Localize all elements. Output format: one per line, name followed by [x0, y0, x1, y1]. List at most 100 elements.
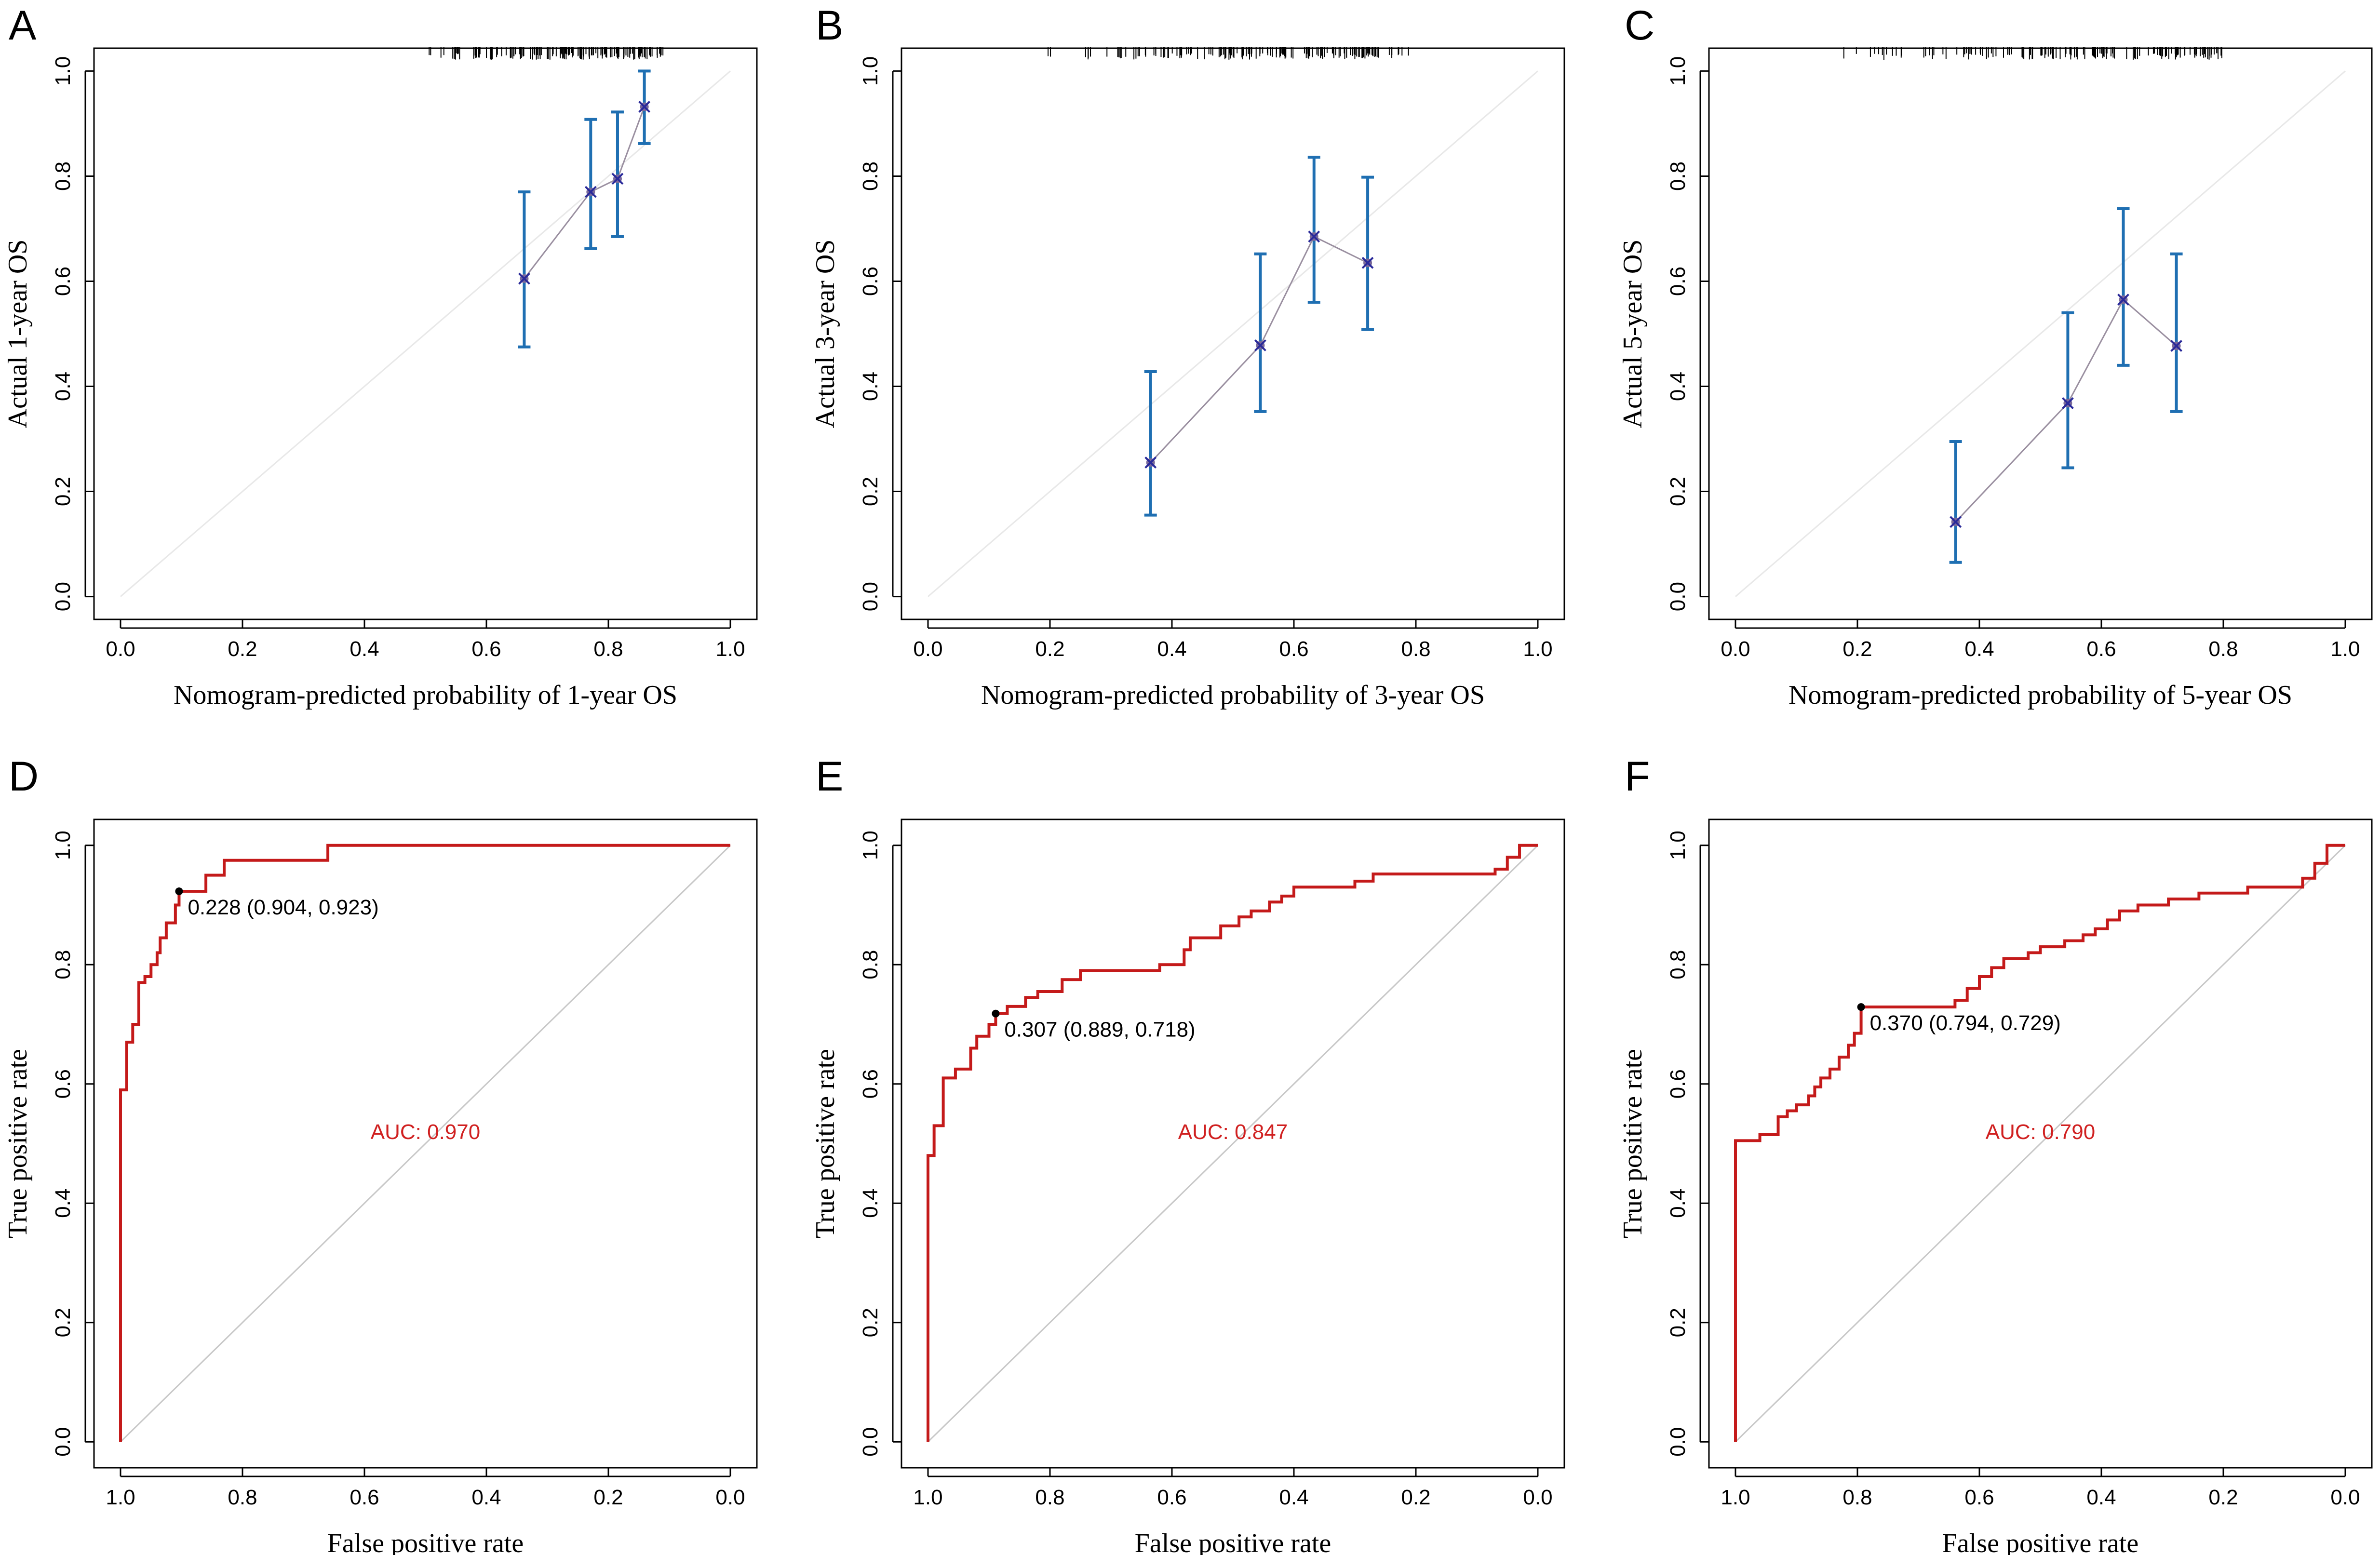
y-tick-label: 0.0	[859, 1427, 882, 1457]
x-tick-label: 0.8	[1401, 637, 1430, 661]
x-tick-label: 1.0	[106, 1486, 135, 1509]
calibration-marker	[611, 173, 624, 185]
threshold-point	[992, 1009, 1000, 1018]
y-tick-label: 0.4	[1666, 372, 1690, 401]
y-tick-label: 0.4	[859, 1189, 882, 1218]
y-tick-label: 1.0	[859, 56, 882, 86]
y-tick-label: 0.2	[1666, 477, 1690, 506]
x-tick-label: 0.0	[1721, 637, 1750, 661]
x-tick-label: 0.2	[593, 1486, 623, 1509]
y-tick-label: 0.6	[1666, 1069, 1690, 1099]
y-axis-title: Actual 5-year OS	[1618, 240, 1648, 429]
panel-letter: E	[816, 753, 843, 800]
x-tick-label: 0.8	[228, 1486, 257, 1509]
calibration-line	[1955, 298, 2177, 523]
y-tick-label: 0.0	[1666, 1427, 1690, 1457]
x-tick-label: 0.2	[1842, 637, 1872, 661]
x-axis-title: Nomogram-predicted probability of 1-year…	[174, 680, 677, 710]
x-axis-title: False positive rate	[1135, 1528, 1331, 1555]
y-tick-label: 0.8	[1666, 161, 1690, 191]
x-tick-label: 0.4	[1279, 1486, 1308, 1509]
y-tick-label: 0.8	[1666, 950, 1690, 979]
y-tick-label: 1.0	[51, 831, 75, 860]
y-tick-label: 0.2	[51, 1308, 75, 1337]
calibration-marker	[2062, 397, 2074, 409]
y-tick-label: 0.2	[859, 477, 882, 506]
x-tick-label: 0.6	[1964, 1486, 1994, 1509]
calibration-marker	[584, 186, 597, 198]
panel-d: D 1.0 0.8 0.6 0.4 0.2 0.0 0.0 0.2 0.4 0.6 0.8 1.0 Fal…	[3, 753, 758, 1555]
plot-frame	[93, 47, 758, 620]
plot-frame	[1708, 818, 2373, 1469]
ideal-calibration-line	[1735, 70, 2346, 597]
calibration-marker	[638, 101, 651, 113]
x-tick-label: 0.0	[2330, 1486, 2360, 1509]
threshold-label: 0.228 (0.904, 0.923)	[188, 896, 378, 919]
y-tick-label: 1.0	[1666, 831, 1690, 860]
auc-label: AUC: 0.847	[1178, 1120, 1288, 1144]
x-tick-label: 1.0	[715, 637, 745, 661]
y-tick-label: 0.8	[51, 161, 75, 191]
calibration-marker	[2170, 340, 2183, 352]
calibration-line	[524, 107, 645, 279]
y-tick-label: 1.0	[1666, 56, 1690, 86]
calibration-marker	[1361, 256, 1374, 269]
x-tick-label: 0.0	[715, 1486, 745, 1509]
x-axis-title: Nomogram-predicted probability of 5-year…	[1788, 680, 2292, 710]
calibration-marker	[518, 272, 530, 285]
x-tick-label: 1.0	[1721, 1486, 1750, 1509]
y-tick-label: 0.8	[859, 161, 882, 191]
reference-diagonal	[1735, 845, 2346, 1443]
panel-letter: B	[816, 2, 843, 49]
y-tick-label: 0.0	[51, 582, 75, 611]
auc-label: AUC: 0.970	[371, 1120, 480, 1144]
y-tick-label: 0.8	[51, 950, 75, 979]
y-tick-label: 0.0	[51, 1427, 75, 1457]
x-tick-label: 0.6	[471, 637, 501, 661]
x-tick-label: 0.8	[1035, 1486, 1064, 1509]
calibration-marker	[1254, 339, 1266, 351]
panel-a: A 0.0 0.2 0.4 0.6 0.8 1.0 0.0 0.2 0.4 0.6 0.8 1.0 Nom…	[3, 2, 758, 710]
y-tick-label: 0.2	[1666, 1308, 1690, 1337]
y-tick-label: 0.4	[51, 1189, 75, 1218]
panel-c: C 0.0 0.2 0.4 0.6 0.8 1.0 0.0 0.2 0.4 0.6 0.8 1.0 Nom…	[1618, 2, 2373, 710]
threshold-point	[175, 887, 183, 896]
y-tick-label: 1.0	[859, 831, 882, 860]
y-tick-label: 0.6	[859, 267, 882, 296]
threshold-label: 0.370 (0.794, 0.729)	[1870, 1011, 2061, 1035]
y-tick-label: 0.6	[51, 267, 75, 296]
x-tick-label: 1.0	[1523, 637, 1552, 661]
x-tick-label: 1.0	[2330, 637, 2360, 661]
y-tick-label: 0.0	[859, 582, 882, 611]
calibration-marker	[1144, 456, 1157, 469]
x-tick-label: 0.0	[913, 637, 942, 661]
y-tick-label: 0.4	[859, 372, 882, 401]
x-axis-title: Nomogram-predicted probability of 3-year…	[981, 680, 1485, 710]
x-tick-label: 0.8	[2208, 637, 2238, 661]
y-axis-title: True positive rate	[1618, 1049, 1648, 1238]
y-tick-label: 0.8	[859, 950, 882, 979]
y-tick-label: 0.6	[1666, 267, 1690, 296]
y-tick-label: 0.4	[51, 372, 75, 401]
panel-b: B 0.0 0.2 0.4 0.6 0.8 1.0 0.0 0.2 0.4 0.6 0.8 1.0 Nom…	[810, 2, 1565, 710]
y-tick-label: 0.6	[51, 1069, 75, 1099]
x-tick-label: 0.2	[2208, 1486, 2238, 1509]
y-axis-title: True positive rate	[3, 1049, 33, 1238]
x-tick-label: 0.4	[471, 1486, 501, 1509]
auc-label: AUC: 0.790	[1986, 1120, 2095, 1144]
x-tick-label: 0.6	[1157, 1486, 1186, 1509]
panel-letter: D	[9, 753, 39, 800]
x-tick-label: 0.4	[2086, 1486, 2116, 1509]
panel-letter: C	[1625, 2, 1654, 49]
reference-diagonal	[120, 845, 731, 1443]
x-tick-label: 0.4	[350, 637, 379, 661]
x-tick-label: 0.6	[350, 1486, 379, 1509]
threshold-point	[1857, 1003, 1865, 1011]
x-tick-label: 0.4	[1157, 637, 1186, 661]
x-tick-label: 0.8	[593, 637, 623, 661]
x-tick-label: 0.4	[1964, 637, 1994, 661]
x-axis-title: False positive rate	[1942, 1528, 2138, 1555]
x-axis-title: False positive rate	[327, 1528, 524, 1555]
x-tick-label: 0.6	[2086, 637, 2116, 661]
